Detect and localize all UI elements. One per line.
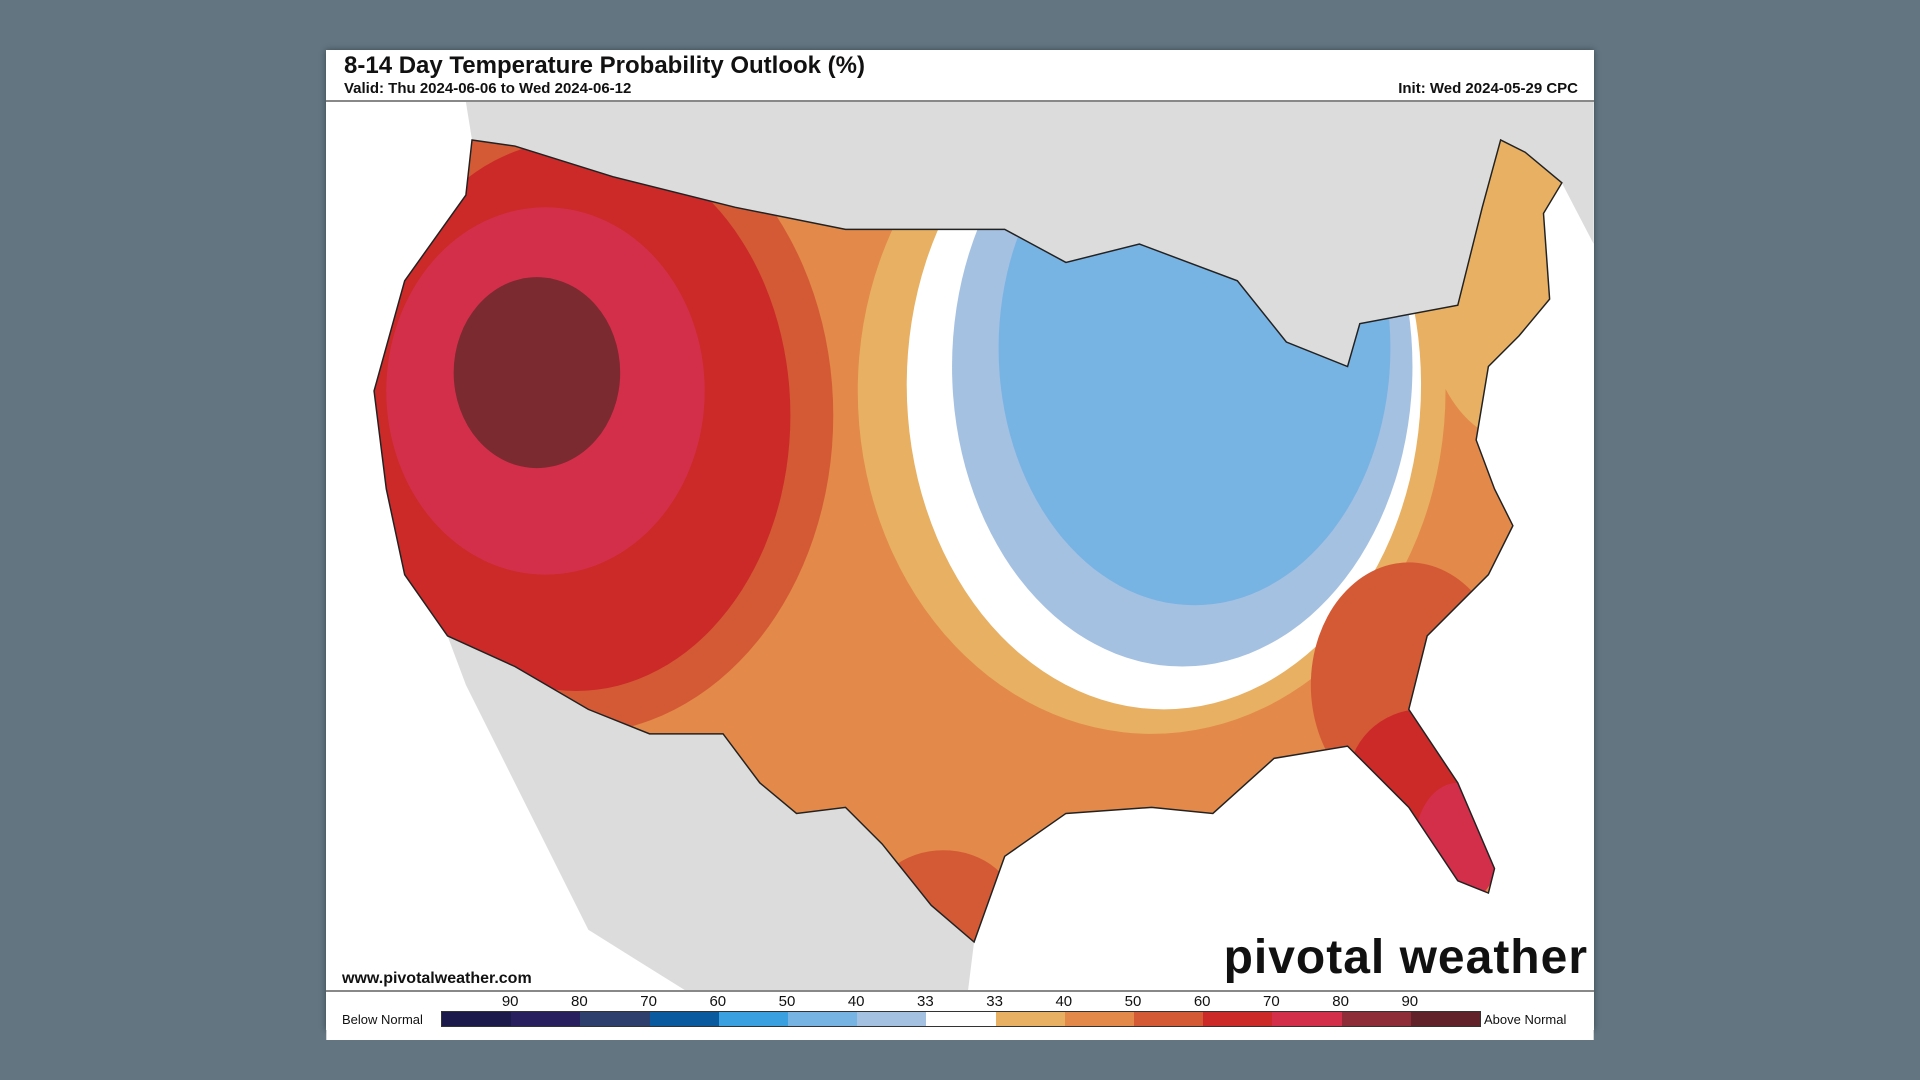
- colorbar-ticks: 90 80 70 60 50 40 33 33 40 50 60 70 80 90: [441, 993, 1479, 1010]
- colorbar-swatch: [649, 1012, 719, 1026]
- colorbar-swatch: [1134, 1012, 1204, 1026]
- colorbar-tick-label: 80: [1332, 993, 1349, 1010]
- colorbar-tick-label: 40: [1055, 993, 1073, 1010]
- colorbar-tick-label: 70: [640, 993, 657, 1010]
- colorbar-swatch: [788, 1012, 858, 1026]
- footer-divider: [326, 990, 1594, 992]
- canada-land: [326, 102, 1594, 367]
- colorbar-swatch: [580, 1012, 650, 1026]
- colorbar-swatch: [1203, 1012, 1273, 1026]
- header-divider: [326, 100, 1594, 102]
- colorbar-swatch: [995, 1012, 1065, 1026]
- colorbar-swatch: [1410, 1012, 1481, 1026]
- colorbar-swatch: [442, 1012, 512, 1026]
- colorbar-tick-label: 50: [778, 993, 796, 1010]
- colorbar-swatch: [926, 1012, 996, 1026]
- colorbar-tick-label: 80: [571, 993, 588, 1010]
- colorbar-tick-label: 90: [1401, 993, 1419, 1010]
- colorbar-swatch: [1341, 1012, 1411, 1026]
- colorbar-tick-label: 50: [1124, 993, 1142, 1010]
- page-title: 8-14 Day Temperature Probability Outlook…: [344, 52, 866, 79]
- below-normal-label: Below Normal: [342, 1012, 423, 1027]
- mexico-land: [447, 635, 975, 992]
- colorbar-swatch: [857, 1012, 927, 1026]
- outlook-panel: 8-14 Day Temperature Probability Outlook…: [326, 50, 1594, 1040]
- colorbar-tick-label: 90: [501, 993, 519, 1010]
- init-date: Init: Wed 2024-05-29 CPC: [1398, 80, 1578, 97]
- website-url: www.pivotalweather.com: [342, 970, 532, 987]
- colorbar-tick-label: 33: [986, 993, 1003, 1010]
- colorbar-tick-label: 60: [1193, 993, 1211, 1010]
- probability-map: [326, 102, 1594, 1040]
- colorbar-tick-label: 40: [847, 993, 865, 1010]
- pivotal-weather-logo: pivotal weather: [1223, 931, 1588, 984]
- colorbar-tick-label: 60: [709, 993, 727, 1010]
- colorbar-swatch: [511, 1012, 581, 1026]
- colorbar-swatch: [1272, 1012, 1342, 1026]
- valid-period: Valid: Thu 2024-06-06 to Wed 2024-06-12: [344, 80, 632, 97]
- colorbar-tick-label: 33: [917, 993, 934, 1010]
- colorbar: [441, 1011, 1481, 1027]
- colorbar-tick-label: 70: [1263, 993, 1280, 1010]
- above-normal-label: Above Normal: [1484, 1012, 1567, 1027]
- colorbar-swatch: [718, 1012, 789, 1026]
- colorbar-swatch: [1064, 1012, 1135, 1026]
- us-map: [326, 102, 1594, 1040]
